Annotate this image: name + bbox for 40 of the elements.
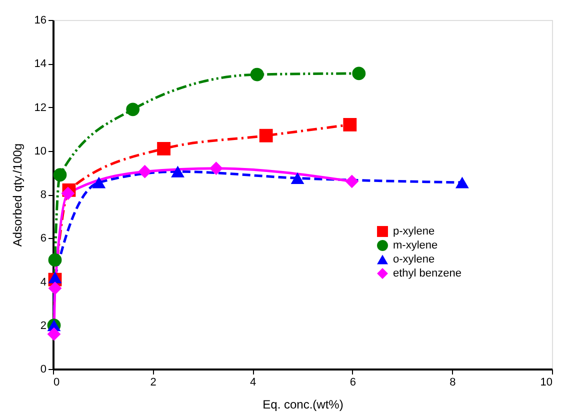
point <box>48 272 62 284</box>
x-tick-label: 8 <box>450 376 456 388</box>
legend-label: p-xylene <box>393 226 435 238</box>
point <box>53 168 67 182</box>
point <box>48 282 62 295</box>
y-axis-title: Adsorbed qty./100g <box>10 143 24 247</box>
legend-label: ethyl benzene <box>393 268 462 280</box>
y-tick-label: 4 <box>40 276 46 288</box>
y-tick-label: 8 <box>40 189 46 201</box>
point <box>290 172 304 184</box>
x-tick-label: 6 <box>350 376 356 388</box>
x-tick-label: 4 <box>250 376 256 388</box>
y-tick-label: 0 <box>40 364 46 376</box>
point <box>352 66 366 80</box>
y-tick-label: 2 <box>40 320 46 332</box>
x-axis-title: Eq. conc.(wt%) <box>262 398 344 412</box>
x-tick-label: 2 <box>150 376 156 388</box>
y-tick-label: 10 <box>34 145 46 158</box>
point <box>259 128 273 142</box>
y-tick-label: 16 <box>34 14 46 26</box>
point <box>250 68 264 82</box>
legend-label: m-xylene <box>393 240 438 252</box>
x-tick-label: 0 <box>54 376 60 388</box>
point <box>126 102 140 116</box>
y-tick-label: 6 <box>40 232 46 245</box>
y-tick-label: 14 <box>34 58 46 70</box>
point <box>455 176 469 188</box>
point <box>345 174 359 188</box>
y-tick-label: 12 <box>34 102 46 114</box>
point <box>47 327 61 341</box>
point <box>61 186 75 200</box>
x-tick-label: 10 <box>540 376 552 388</box>
point <box>48 253 62 267</box>
point <box>171 166 184 178</box>
point <box>92 176 106 188</box>
point <box>138 164 152 178</box>
point <box>157 142 170 156</box>
legend-label: o-xylene <box>393 254 435 266</box>
point <box>343 118 357 132</box>
point <box>209 162 223 176</box>
